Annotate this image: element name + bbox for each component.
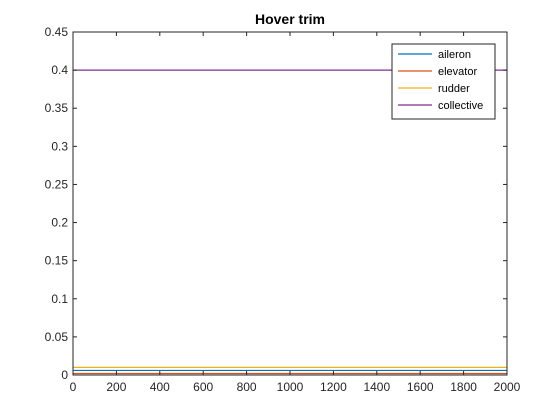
x-axis: 0 200 400 600 800 1000 1200 1400 1600 1800 2000 <box>70 32 521 394</box>
y-tick-label: 0.45 <box>45 25 69 39</box>
y-axis: 0 0.05 0.1 0.15 0.2 0.25 0.3 0.35 0.4 0.45 <box>45 25 507 382</box>
x-tick-label: 2000 <box>494 380 521 394</box>
legend-label-aileron: aileron <box>438 49 471 61</box>
y-tick-label: 0.3 <box>51 139 68 153</box>
y-tick-label: 0.4 <box>51 63 68 77</box>
x-tick-label: 1400 <box>363 380 390 394</box>
x-tick-label: 800 <box>237 380 257 394</box>
x-tick-label: 600 <box>193 380 213 394</box>
x-tick-label: 0 <box>70 380 77 394</box>
x-tick-label: 1800 <box>450 380 477 394</box>
y-tick-label: 0.15 <box>45 254 69 268</box>
x-tick-label: 1200 <box>320 380 347 394</box>
y-tick-label: 0.25 <box>45 177 69 191</box>
y-tick-label: 0.2 <box>51 216 68 230</box>
y-tick-label: 0 <box>61 368 68 382</box>
legend-label-rudder: rudder <box>438 83 470 95</box>
legend: aileron elevator rudder collective <box>391 43 496 120</box>
x-tick-label: 1000 <box>277 380 304 394</box>
x-tick-label: 200 <box>106 380 126 394</box>
legend-label-collective: collective <box>438 100 483 112</box>
y-tick-label: 0.35 <box>45 101 69 115</box>
chart-title: Hover trim <box>255 11 325 27</box>
legend-label-elevator: elevator <box>438 66 477 78</box>
x-tick-label: 400 <box>150 380 170 394</box>
y-tick-label: 0.05 <box>45 330 69 344</box>
x-tick-label: 1600 <box>407 380 434 394</box>
y-tick-label: 0.1 <box>51 292 68 306</box>
legend-box <box>391 43 496 120</box>
